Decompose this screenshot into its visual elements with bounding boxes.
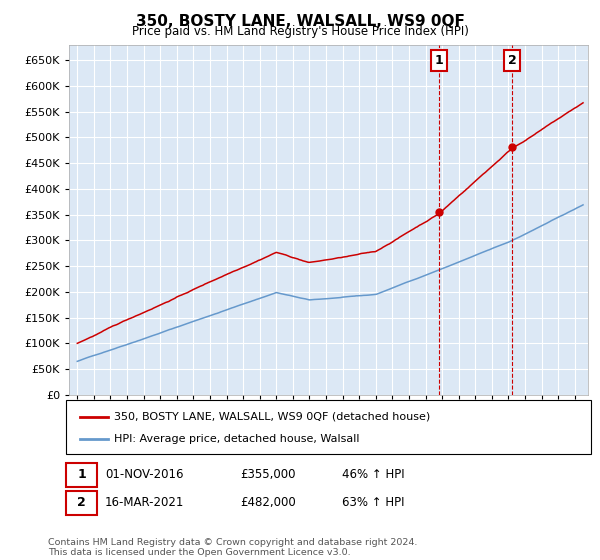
Text: £355,000: £355,000: [240, 468, 296, 482]
Text: 350, BOSTY LANE, WALSALL, WS9 0QF (detached house): 350, BOSTY LANE, WALSALL, WS9 0QF (detac…: [114, 412, 430, 422]
Text: 46% ↑ HPI: 46% ↑ HPI: [342, 468, 404, 482]
Text: 350, BOSTY LANE, WALSALL, WS9 0QF: 350, BOSTY LANE, WALSALL, WS9 0QF: [136, 14, 464, 29]
Text: 63% ↑ HPI: 63% ↑ HPI: [342, 496, 404, 510]
Text: 1: 1: [435, 54, 443, 67]
Text: 16-MAR-2021: 16-MAR-2021: [105, 496, 184, 510]
Text: 01-NOV-2016: 01-NOV-2016: [105, 468, 184, 482]
Text: Price paid vs. HM Land Registry's House Price Index (HPI): Price paid vs. HM Land Registry's House …: [131, 25, 469, 38]
Text: 1: 1: [77, 468, 86, 482]
Text: Contains HM Land Registry data © Crown copyright and database right 2024.
This d: Contains HM Land Registry data © Crown c…: [48, 538, 418, 557]
Text: 2: 2: [508, 54, 516, 67]
Text: £482,000: £482,000: [240, 496, 296, 510]
Text: HPI: Average price, detached house, Walsall: HPI: Average price, detached house, Wals…: [114, 434, 359, 444]
Text: 2: 2: [77, 496, 86, 510]
